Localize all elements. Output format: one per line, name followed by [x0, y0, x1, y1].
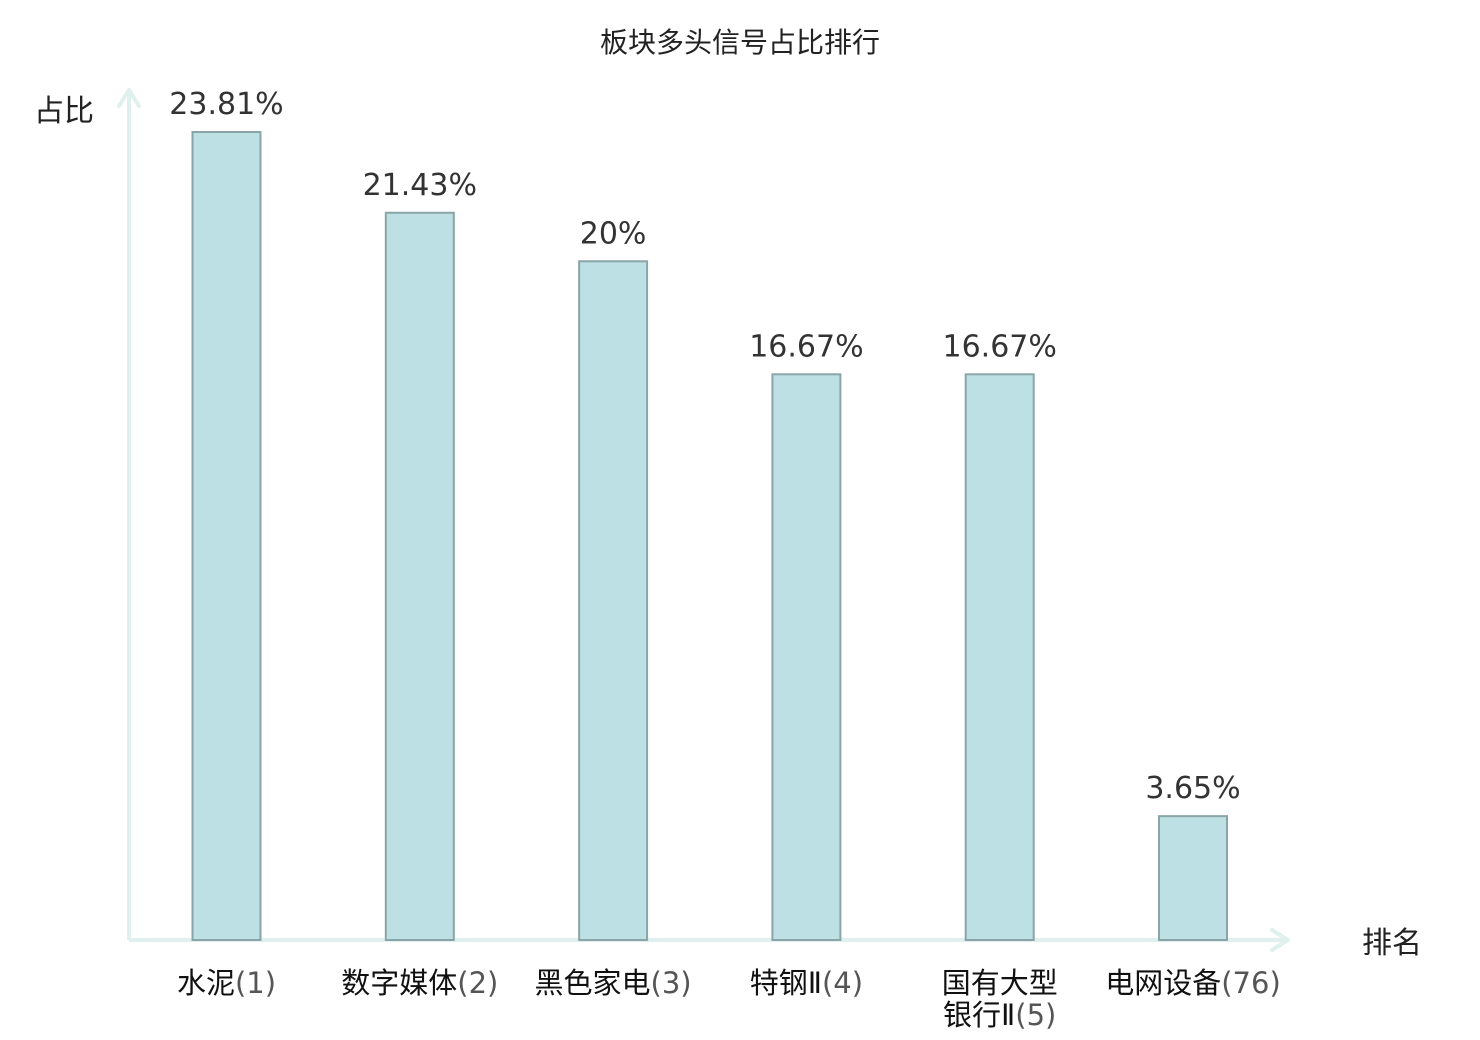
- bar: [578, 260, 649, 941]
- category-rank: (4): [822, 966, 863, 1000]
- bar-series: [191, 131, 1228, 942]
- bar-value-label: 21.43%: [363, 168, 477, 203]
- bar-value-label: 16.67%: [749, 329, 863, 364]
- category-rank: (3): [651, 966, 692, 1000]
- bar-value-label: 23.81%: [169, 87, 283, 122]
- category-name: 黑色家电: [535, 966, 651, 1000]
- category-label: 数字媒体(2): [341, 966, 498, 1000]
- category-name: 数字媒体: [341, 966, 457, 1000]
- x-axis-label: 排名: [1362, 926, 1422, 961]
- category-label: 银行Ⅱ(5): [943, 998, 1056, 1032]
- category-name: 国有大型: [942, 966, 1058, 1000]
- category-rank: (1): [235, 966, 276, 1000]
- category-label: 水泥(1): [177, 966, 276, 1000]
- category-name: 特钢Ⅱ: [750, 966, 822, 1000]
- axes: [117, 88, 1290, 952]
- chart-title: 板块多头信号占比排行: [600, 26, 880, 59]
- bar: [771, 373, 842, 941]
- bar-value-label: 3.65%: [1145, 771, 1240, 806]
- category-name: 银行Ⅱ: [943, 998, 1015, 1032]
- category-label: 电网设备(76): [1105, 966, 1281, 1000]
- category-rank: (5): [1015, 998, 1056, 1032]
- category-name: 水泥: [177, 966, 235, 1000]
- category-rank: (76): [1221, 966, 1281, 1000]
- x-axis-arrow: [1270, 928, 1290, 952]
- value-labels: 23.81% 21.43% 20% 16.67% 16.67% 3.65%: [169, 87, 1240, 806]
- category-name: 电网设备: [1105, 966, 1221, 1000]
- bar: [1158, 815, 1228, 941]
- y-axis-arrow: [117, 88, 141, 108]
- bar-value-label: 16.67%: [943, 329, 1057, 364]
- bar: [384, 211, 455, 942]
- bar-value-label: 20%: [580, 216, 647, 251]
- category-label: 黑色家电(3): [535, 966, 692, 1000]
- category-label: 国有大型: [942, 966, 1058, 1000]
- category-label: 特钢Ⅱ(4): [750, 966, 863, 1000]
- bar: [964, 373, 1035, 941]
- y-axis-label: 占比: [34, 94, 94, 129]
- category-rank: (2): [457, 966, 498, 1000]
- category-labels: 水泥(1) 数字媒体(2) 黑色家电(3) 特钢Ⅱ(4) 国有大型银行Ⅱ(5)电网设备(…: [177, 966, 1281, 1032]
- bar: [191, 131, 262, 941]
